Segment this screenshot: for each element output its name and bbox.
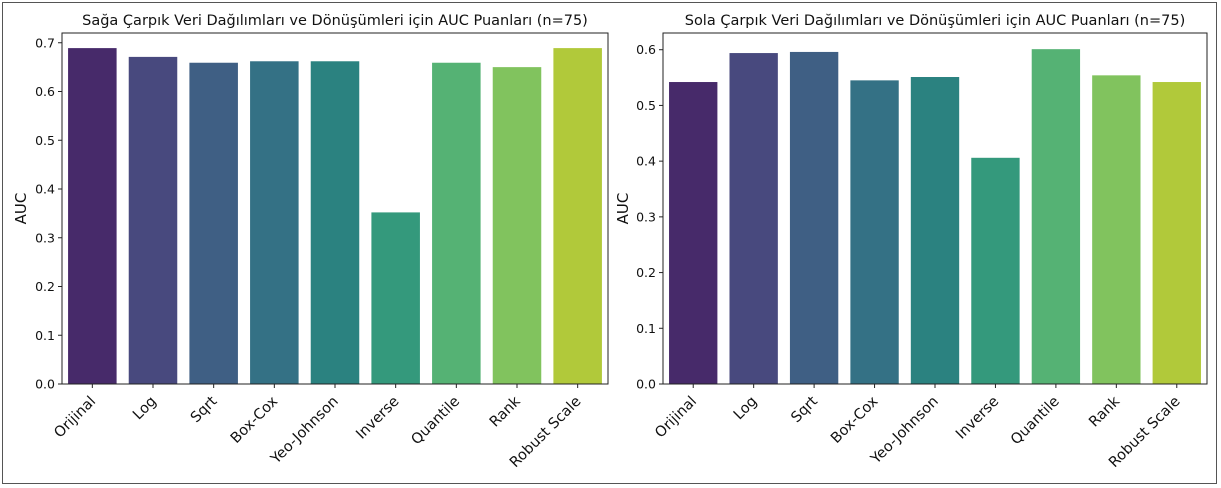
x-tick-label: Quantile bbox=[408, 393, 463, 448]
chart-title: Sola Çarpık Veri Dağılımları ve Dönüşüml… bbox=[685, 13, 1186, 29]
x-tick-label: Log bbox=[731, 394, 761, 424]
x-tick-label: Inverse bbox=[353, 393, 402, 442]
y-axis-label: AUC bbox=[12, 193, 30, 225]
y-tick-label: 0.4 bbox=[35, 182, 55, 197]
y-tick-label: 0.0 bbox=[35, 377, 55, 392]
bar-quantile bbox=[1031, 49, 1081, 384]
bar-box-cox bbox=[250, 61, 299, 385]
y-tick-label: 0.2 bbox=[636, 265, 656, 280]
x-tick-label: Rank bbox=[1086, 393, 1123, 430]
y-axis-label: AUC bbox=[614, 193, 632, 225]
x-tick-label: Orijinal bbox=[652, 394, 700, 442]
chart-title: Sağa Çarpık Veri Dağılımları ve Dönüşüml… bbox=[82, 13, 588, 29]
bar-sqrt bbox=[189, 62, 238, 385]
y-tick-label: 0.1 bbox=[636, 321, 656, 336]
y-tick-label: 0.3 bbox=[636, 209, 656, 224]
y-tick-label: 0.7 bbox=[35, 35, 55, 50]
x-tick-label: Box-Cox bbox=[228, 393, 282, 447]
bar-quantile bbox=[432, 62, 481, 385]
x-tick-label: Rank bbox=[487, 393, 524, 430]
bar-box-cox bbox=[850, 80, 899, 385]
bar-rank bbox=[492, 67, 542, 385]
y-tick-label: 0.0 bbox=[636, 377, 656, 392]
bar-rank bbox=[1092, 75, 1141, 384]
bar-robust-scale bbox=[553, 48, 602, 385]
bar-orijinal bbox=[68, 48, 117, 385]
x-tick-label: Box-Cox bbox=[828, 393, 882, 447]
x-tick-label: Log bbox=[130, 394, 160, 424]
bar-inverse bbox=[971, 157, 1020, 384]
x-tick-label: Sqrt bbox=[188, 393, 221, 426]
y-tick-label: 0.1 bbox=[35, 328, 55, 343]
bar-log bbox=[729, 53, 778, 385]
chart-panel-2: 0.0 0.1 0.2 0.3 0.4 0.5 0.6 Orijinal Log Sqrt Box-… bbox=[614, 13, 1208, 471]
y-tick-label: 0.4 bbox=[636, 154, 656, 169]
x-tick-label: Inverse bbox=[953, 393, 1002, 442]
y-tick-label: 0.6 bbox=[636, 42, 656, 57]
x-tick-label: Sqrt bbox=[788, 393, 821, 426]
x-tick-label: Orijinal bbox=[51, 394, 99, 442]
y-tick-label: 0.5 bbox=[636, 98, 656, 113]
y-tick-label: 0.2 bbox=[35, 279, 55, 294]
x-tick-label: Quantile bbox=[1008, 393, 1063, 448]
bar-robust-scale bbox=[1152, 82, 1201, 384]
bar-yeo-johnson bbox=[910, 77, 960, 384]
bar-sqrt bbox=[789, 51, 839, 384]
bar-inverse bbox=[371, 212, 420, 384]
bar-log bbox=[128, 56, 178, 384]
y-tick-label: 0.5 bbox=[35, 133, 55, 148]
y-tick-label: 0.3 bbox=[35, 230, 55, 245]
chart-panel-1: 0.0 0.1 0.2 0.3 0.4 0.5 0.6 0.7 Orijinal Log Sqrt B… bbox=[12, 13, 609, 471]
bar-yeo-johnson bbox=[310, 61, 360, 385]
bar-orijinal bbox=[669, 82, 718, 384]
y-tick-label: 0.6 bbox=[35, 84, 55, 99]
